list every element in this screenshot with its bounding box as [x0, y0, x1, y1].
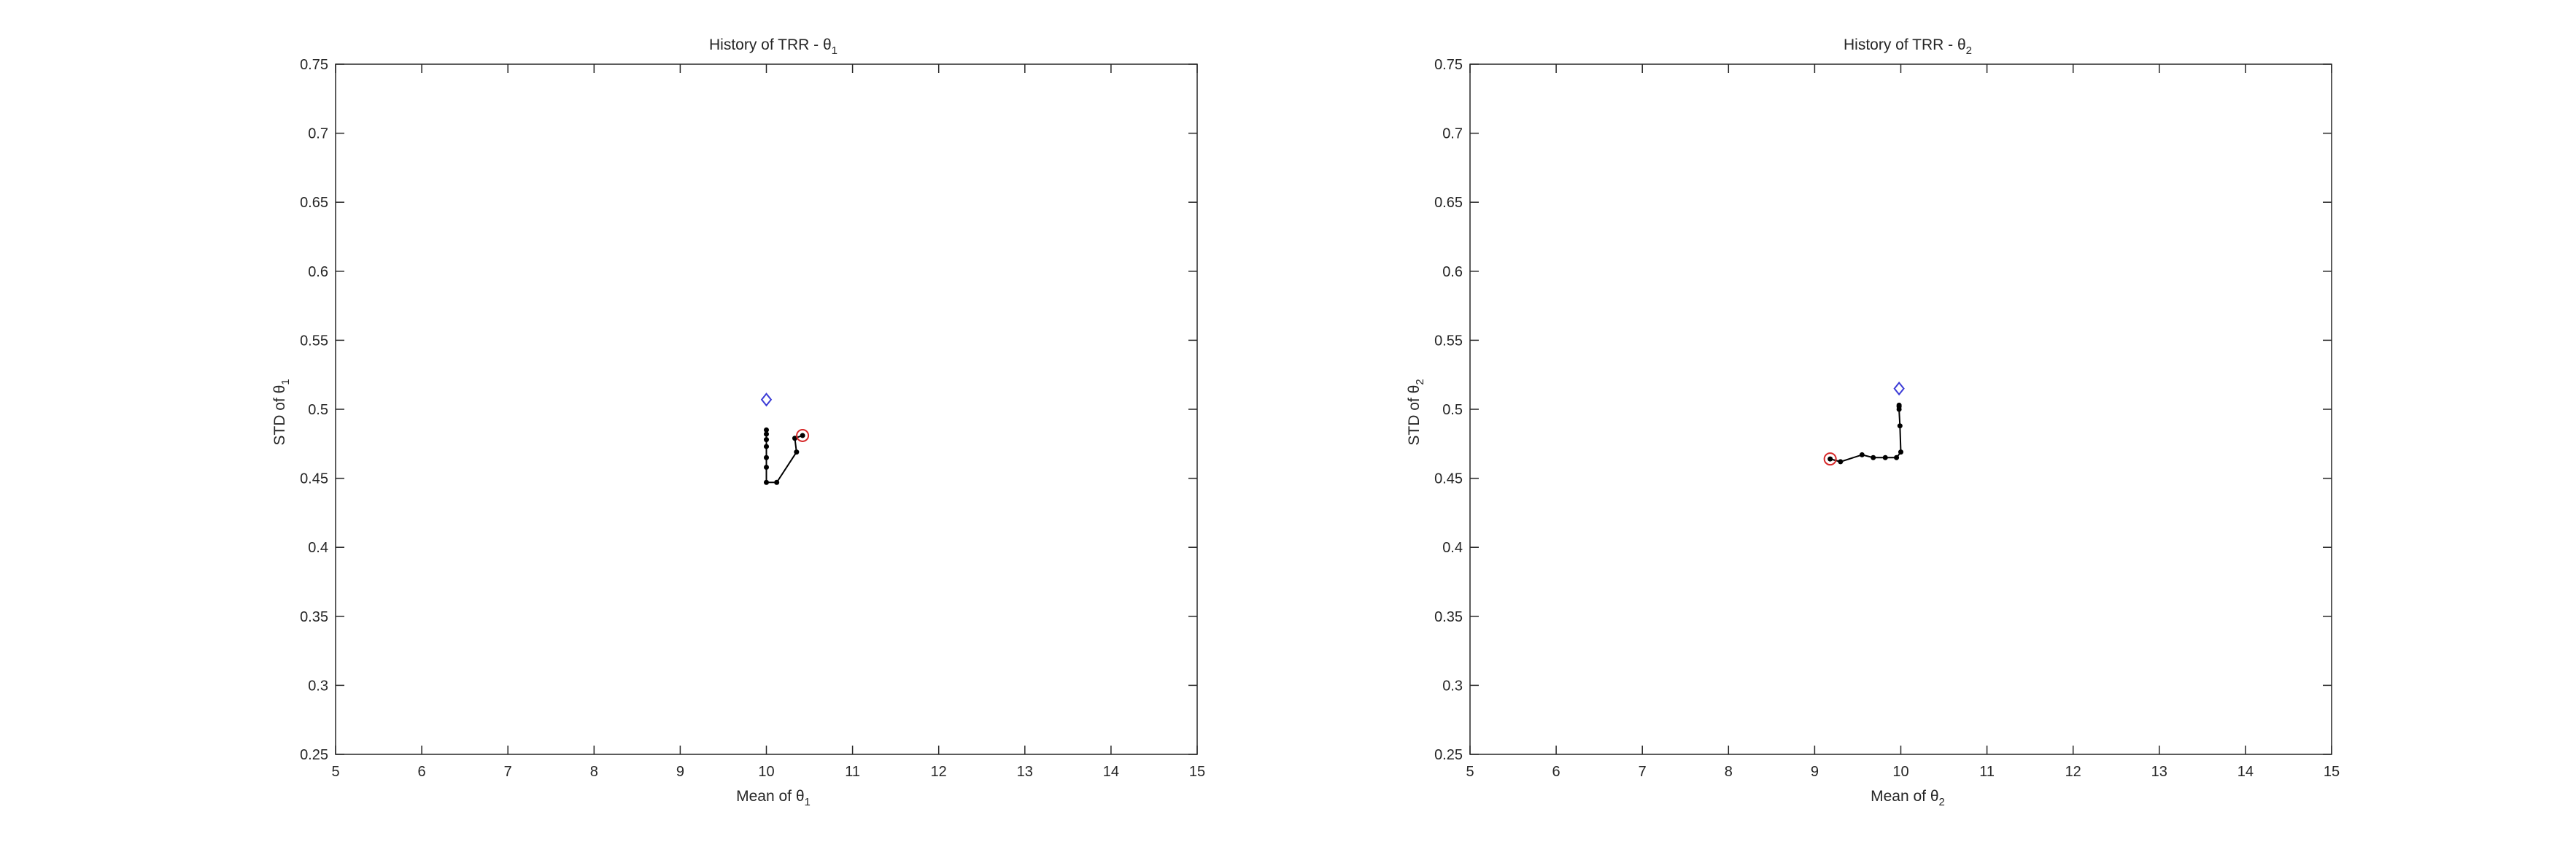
y-tick-label: 0.65 — [1434, 195, 1463, 211]
x-axis-label: Mean of θ1 — [736, 788, 811, 808]
x-axis-label: Mean of θ2 — [1871, 788, 1945, 808]
x-tick-label: 12 — [931, 764, 947, 780]
x-tick-label: 13 — [1017, 764, 1033, 780]
y-tick-label: 0.25 — [300, 747, 328, 763]
reference-point-marker — [760, 392, 773, 407]
reference-point-marker — [1893, 382, 1905, 396]
start-point-marker — [1823, 452, 1837, 466]
x-tick-label: 11 — [845, 764, 860, 780]
x-tick-label: 14 — [2237, 764, 2254, 780]
x-tick-label: 10 — [1892, 764, 1908, 780]
y-tick-label: 0.35 — [1434, 609, 1463, 625]
y-tick-label: 0.4 — [308, 540, 328, 556]
y-tick-label: 0.45 — [300, 471, 328, 487]
y-tick-label: 0.35 — [300, 609, 328, 625]
x-tick-label: 11 — [1979, 764, 1995, 780]
x-axis-label-subscript: 2 — [1939, 796, 1945, 808]
data-point — [792, 436, 797, 441]
y-axis-label-subscript: 1 — [279, 379, 292, 384]
data-point — [1898, 449, 1903, 455]
data-point — [794, 449, 800, 455]
x-axis-label-subscript: 1 — [805, 796, 811, 808]
x-tick-label: 13 — [2151, 764, 2167, 780]
data-point — [1882, 455, 1888, 460]
y-tick-label: 0.5 — [1442, 402, 1463, 418]
x-axis-label-text: Mean of θ — [1871, 788, 1938, 805]
data-point — [764, 455, 769, 460]
y-axis-label-text: STD of θ — [271, 385, 288, 446]
y-axis-label: STD of θ2 — [1406, 379, 1426, 445]
x-tick-label: 7 — [504, 764, 512, 780]
plot-area: 5 6 7 8 9 10 11 12 13 14 15 0.25 0.3 0.35 0.4 0.45 0.5 0.… — [300, 57, 1205, 780]
x-tick-label: 9 — [1811, 764, 1819, 780]
y-tick-label: 0.6 — [308, 264, 328, 280]
x-tick-label: 10 — [758, 764, 774, 780]
y-tick-label: 0.7 — [308, 126, 328, 142]
plot-area: 5 6 7 8 9 10 11 12 13 14 15 0.25 0.3 0.35 0.4 0.45 0.5 0.… — [1434, 57, 2340, 780]
y-axis-label-text: STD of θ — [1406, 385, 1423, 446]
x-tick-label: 8 — [590, 764, 598, 780]
y-axis-label-subscript: 2 — [1414, 379, 1426, 384]
y-tick-label: 0.3 — [1442, 678, 1463, 694]
x-tick-label: 9 — [676, 764, 684, 780]
x-tick-label: 8 — [1725, 764, 1733, 780]
y-tick-label: 0.75 — [1434, 57, 1463, 73]
y-tick-label: 0.55 — [300, 333, 328, 349]
y-tick-label: 0.75 — [300, 57, 328, 73]
title-subscript: 2 — [1966, 45, 1972, 57]
axes-box — [335, 63, 1198, 755]
x-axis-label-text: Mean of θ — [736, 788, 804, 805]
y-tick-label: 0.45 — [1434, 471, 1463, 487]
chart-theta2: History of TRR - θ2 Mean of θ2 STD of θ2… — [1406, 36, 2340, 808]
y-tick-label: 0.3 — [308, 678, 328, 694]
data-point — [1859, 452, 1865, 457]
chart-title: History of TRR - θ1 — [709, 36, 838, 57]
y-tick-label: 0.4 — [1442, 540, 1463, 556]
y-tick-label: 0.25 — [1434, 747, 1463, 763]
data-point — [1896, 402, 1902, 408]
y-tick-label: 0.6 — [1442, 264, 1463, 280]
data-point — [764, 479, 769, 485]
title-subscript: 1 — [832, 45, 838, 57]
x-tick-label: 5 — [331, 764, 339, 780]
x-tick-label: 5 — [1466, 764, 1474, 780]
data-point — [764, 464, 769, 470]
x-tick-label: 12 — [2065, 764, 2081, 780]
x-tick-label: 7 — [1639, 764, 1647, 780]
data-point — [800, 433, 805, 438]
data-point — [1897, 423, 1903, 429]
data-point — [1871, 455, 1876, 460]
y-tick-label: 0.7 — [1442, 126, 1463, 142]
x-tick-label: 6 — [1552, 764, 1560, 780]
data-point — [764, 431, 769, 437]
data-point — [1827, 456, 1833, 462]
x-tick-label: 15 — [1189, 764, 1205, 780]
x-tick-label: 15 — [2324, 764, 2340, 780]
data-point — [774, 479, 780, 485]
y-tick-label: 0.5 — [308, 402, 328, 418]
data-point — [1838, 459, 1844, 465]
data-point — [764, 444, 769, 449]
title-text: History of TRR - θ — [1844, 36, 1966, 53]
y-axis-label: STD of θ1 — [271, 379, 292, 445]
data-point — [1894, 455, 1900, 460]
x-tick-label: 6 — [418, 764, 426, 780]
chart-theta1: History of TRR - θ1 Mean of θ1 STD of θ1… — [271, 36, 1205, 808]
y-tick-label: 0.65 — [300, 195, 328, 211]
data-point — [764, 427, 769, 433]
data-point — [764, 437, 769, 443]
start-point-marker — [796, 428, 810, 442]
title-text: History of TRR - θ — [709, 36, 832, 53]
x-tick-label: 14 — [1103, 764, 1119, 780]
chart-title: History of TRR - θ2 — [1844, 36, 1972, 57]
y-tick-label: 0.55 — [1434, 333, 1463, 349]
